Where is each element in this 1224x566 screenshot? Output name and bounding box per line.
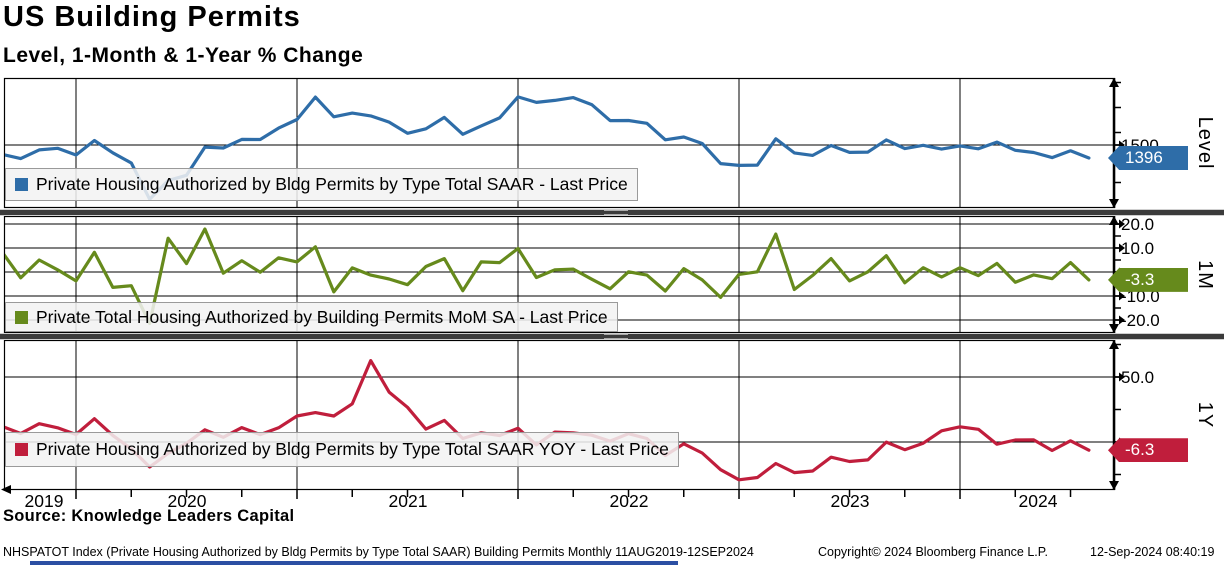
legend-swatch-1m bbox=[15, 310, 28, 324]
x-tick-2022: 2022 bbox=[609, 491, 649, 511]
panel-splitter-2[interactable] bbox=[0, 333, 1224, 340]
last-price-flag-level: 1396 bbox=[1108, 146, 1188, 170]
footer-description: NHSPATOT Index (Private Housing Authoriz… bbox=[3, 545, 754, 559]
panel-1m-change: Private Total Housing Authorized by Buil… bbox=[3, 215, 1125, 334]
chart-subtitle: Level, 1-Month & 1-Year % Change bbox=[3, 44, 364, 67]
last-price-1y: -6.3 bbox=[1125, 440, 1155, 460]
legend-1m: Private Total Housing Authorized by Buil… bbox=[5, 302, 618, 332]
y-tick-label: 10.0 bbox=[1121, 239, 1155, 258]
legend-level: Private Housing Authorized by Bldg Permi… bbox=[5, 168, 638, 201]
last-price-1m: -3.3 bbox=[1125, 269, 1155, 289]
y-tick-label: 20.0 bbox=[1121, 215, 1155, 234]
x-tick-2020: 2020 bbox=[167, 491, 207, 511]
footer-copyright: Copyright© 2024 Bloomberg Finance L.P. bbox=[818, 545, 1048, 559]
source-line: Source: Knowledge Leaders Capital bbox=[3, 507, 295, 525]
y-tick-label: -20.0 bbox=[1121, 311, 1160, 330]
y-axis-title-level: Level bbox=[1194, 116, 1216, 170]
x-tick-2023: 2023 bbox=[830, 491, 870, 511]
panel-1y-change: Private Housing Authorized by Bldg Permi… bbox=[3, 339, 1125, 491]
y-tick-label: 50.0 bbox=[1121, 368, 1155, 387]
y-axis-title-1m: 1M bbox=[1194, 259, 1216, 290]
x-tick-2024: 2024 bbox=[1018, 491, 1058, 511]
panel-splitter-1[interactable] bbox=[0, 209, 1224, 216]
last-price-flag-1m: -3.3 bbox=[1108, 267, 1188, 292]
footer-timestamp: 12-Sep-2024 08:40:19 bbox=[1090, 545, 1215, 559]
legend-swatch-level bbox=[15, 178, 28, 191]
yoy-line-chart bbox=[3, 339, 1125, 491]
y-axis-title-1y: 1Y bbox=[1194, 401, 1216, 429]
legend-1y: Private Housing Authorized by Bldg Permi… bbox=[5, 432, 679, 467]
splitter-grip-icon[interactable] bbox=[604, 210, 628, 215]
legend-label-1y: Private Housing Authorized by Bldg Permi… bbox=[36, 439, 669, 459]
bottom-accent-bar bbox=[30, 561, 678, 565]
chart-title: US Building Permits bbox=[3, 1, 301, 33]
legend-label-1m: Private Total Housing Authorized by Buil… bbox=[36, 306, 608, 327]
last-price-flag-1y: -6.3 bbox=[1108, 438, 1188, 463]
legend-swatch-1y bbox=[15, 443, 28, 456]
last-price-level: 1396 bbox=[1125, 148, 1163, 167]
legend-label-level: Private Housing Authorized by Bldg Permi… bbox=[36, 174, 628, 194]
splitter-grip-icon[interactable] bbox=[604, 334, 628, 339]
panel-level: Private Housing Authorized by Bldg Permi… bbox=[3, 77, 1125, 209]
x-axis-ticks bbox=[1, 485, 1072, 499]
x-tick-2019: 2019 bbox=[24, 491, 64, 511]
x-tick-2021: 2021 bbox=[388, 491, 428, 511]
